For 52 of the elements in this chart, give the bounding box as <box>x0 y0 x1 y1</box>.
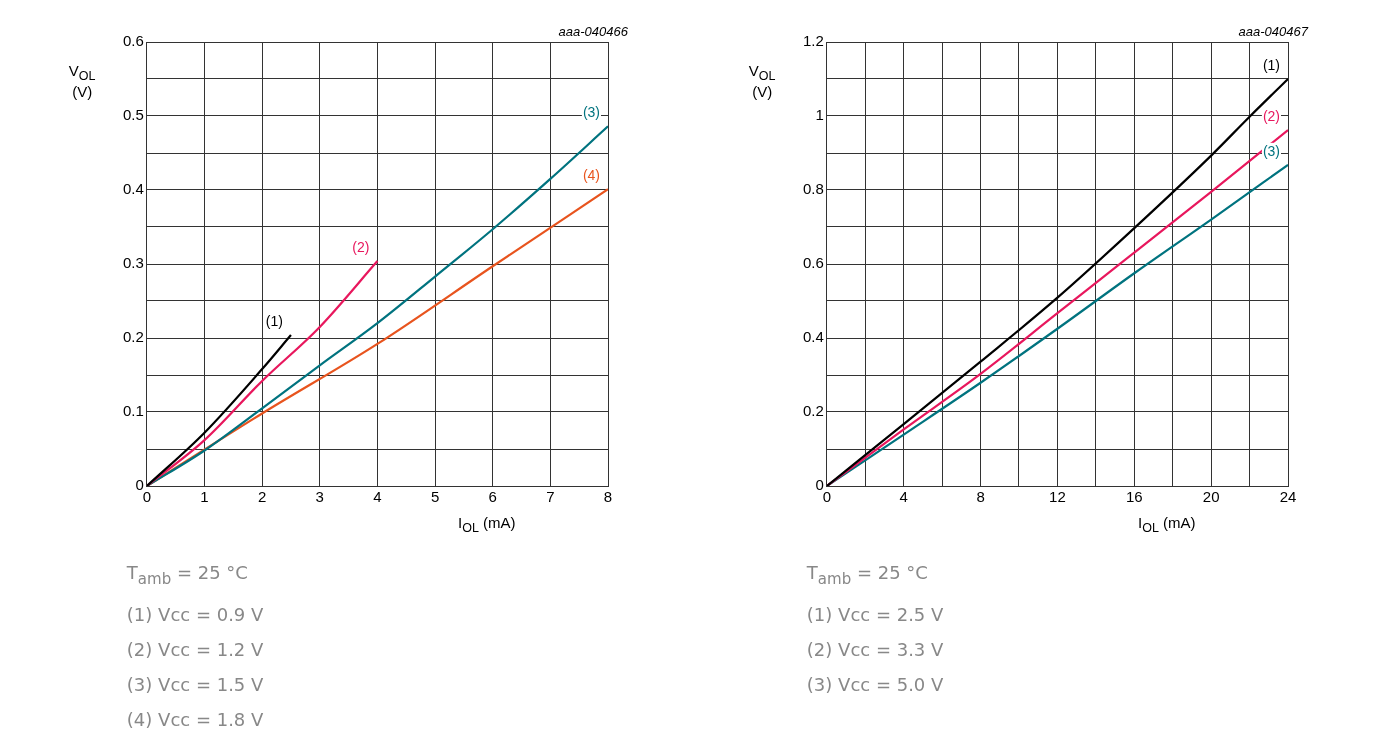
text: aaa-040467 <box>1238 24 1308 39</box>
text: (3) Vcc = 5.0 V <box>806 673 944 695</box>
series-label: (4) <box>582 167 600 184</box>
series-label: (1) <box>1262 56 1280 73</box>
x-tick-label: 7 <box>546 488 555 506</box>
y-tick-label: 0.1 <box>122 402 144 420</box>
y-tick-label: 1 <box>815 106 824 124</box>
series-label: (2) <box>1262 107 1280 124</box>
text: aaa-040466 <box>558 24 628 39</box>
y-tick-label: 0.4 <box>802 328 824 346</box>
y-tick-label: 0.4 <box>122 180 144 198</box>
y-tick-label: 1.2 <box>802 32 824 50</box>
line-series <box>146 125 608 486</box>
line-series <box>146 333 293 486</box>
y-tick-label: 0 <box>815 476 824 494</box>
x-tick-label: 6 <box>488 488 497 506</box>
y-tick-label: 0.6 <box>122 32 144 50</box>
y-axis-title: V$_{OL}$ (V) <box>68 62 96 101</box>
y-tick-label: 0 <box>135 476 144 494</box>
x-axis-title: I$_{OL}$ (mA) <box>1138 514 1196 536</box>
x-tick-label: 4 <box>373 488 382 506</box>
series-label: (3) <box>582 104 600 121</box>
x-tick-label: 1 <box>200 488 209 506</box>
x-tick-label: 12 <box>1049 488 1066 506</box>
x-tick-label: 8 <box>976 488 985 506</box>
x-tick-label: 4 <box>899 488 908 506</box>
text: T$_{amb}$ = 25 °C <box>806 562 928 588</box>
x-tick-label: 20 <box>1202 488 1220 506</box>
y-tick-label: 0.2 <box>802 402 824 420</box>
y-tick-label: 0.3 <box>122 254 144 272</box>
text: (1) Vcc = 0.9 V <box>126 603 264 625</box>
x-axis-title: I$_{OL}$ (mA) <box>458 514 516 536</box>
series-label: (3) <box>1262 142 1280 159</box>
x-tick-label: 2 <box>257 488 267 506</box>
y-tick-label: 0.6 <box>802 254 824 272</box>
x-tick-label: 3 <box>315 488 324 506</box>
x-tick-label: 16 <box>1125 488 1143 506</box>
x-tick-label: 5 <box>430 488 440 506</box>
text: (3) Vcc = 1.5 V <box>126 673 264 695</box>
text: (4) Vcc = 1.8 V <box>126 708 264 730</box>
y-tick-label: 0.5 <box>122 106 144 124</box>
y-axis-title: V$_{OL}$ (V) <box>748 62 776 101</box>
x-tick-label: 24 <box>1279 488 1297 506</box>
text: (2) Vcc = 1.2 V <box>126 638 264 660</box>
x-tick-label: 8 <box>603 488 613 506</box>
series-label: (2) <box>352 238 370 255</box>
y-tick-label: 0.8 <box>802 180 824 198</box>
y-tick-label: 0.2 <box>122 328 144 346</box>
text: T$_{amb}$ = 25 °C <box>126 562 248 588</box>
text: (1) Vcc = 2.5 V <box>806 603 944 625</box>
text: (2) Vcc = 3.3 V <box>806 638 944 660</box>
series-label: (1) <box>265 312 283 329</box>
